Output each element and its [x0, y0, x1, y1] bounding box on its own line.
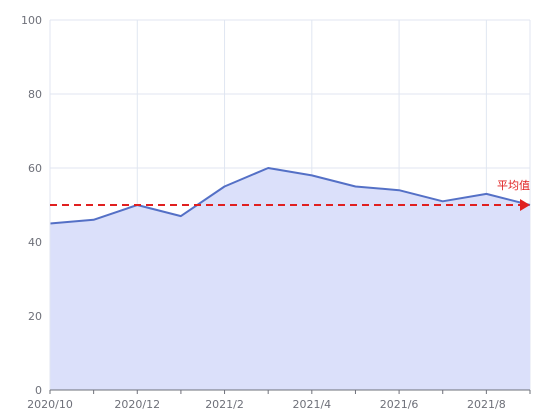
y-tick-label: 0 — [35, 384, 42, 397]
x-tick-label: 2020/10 — [27, 398, 73, 411]
arrow-right-icon — [520, 199, 530, 211]
x-tick-label: 2020/12 — [114, 398, 160, 411]
y-tick-label: 80 — [28, 88, 42, 101]
y-tick-label: 60 — [28, 162, 42, 175]
tick-label-layer: 0 20 40 60 80 100 2020/10 2020/12 2021/2 2021/4 20… — [21, 14, 506, 411]
y-tick-label: 20 — [28, 310, 42, 323]
y-tick-label: 100 — [21, 14, 42, 27]
x-tick-label: 2021/2 — [205, 398, 244, 411]
series-area — [50, 168, 530, 390]
area-layer — [49, 167, 531, 390]
x-tick-label: 2021/4 — [292, 398, 331, 411]
x-tick-label: 2021/6 — [380, 398, 419, 411]
average-mark-label: 平均值 — [497, 179, 530, 192]
x-tick-label: 2021/8 — [467, 398, 506, 411]
y-tick-label: 40 — [28, 236, 42, 249]
series-line — [49, 167, 531, 225]
mark-line-layer: 平均值 — [50, 179, 530, 211]
